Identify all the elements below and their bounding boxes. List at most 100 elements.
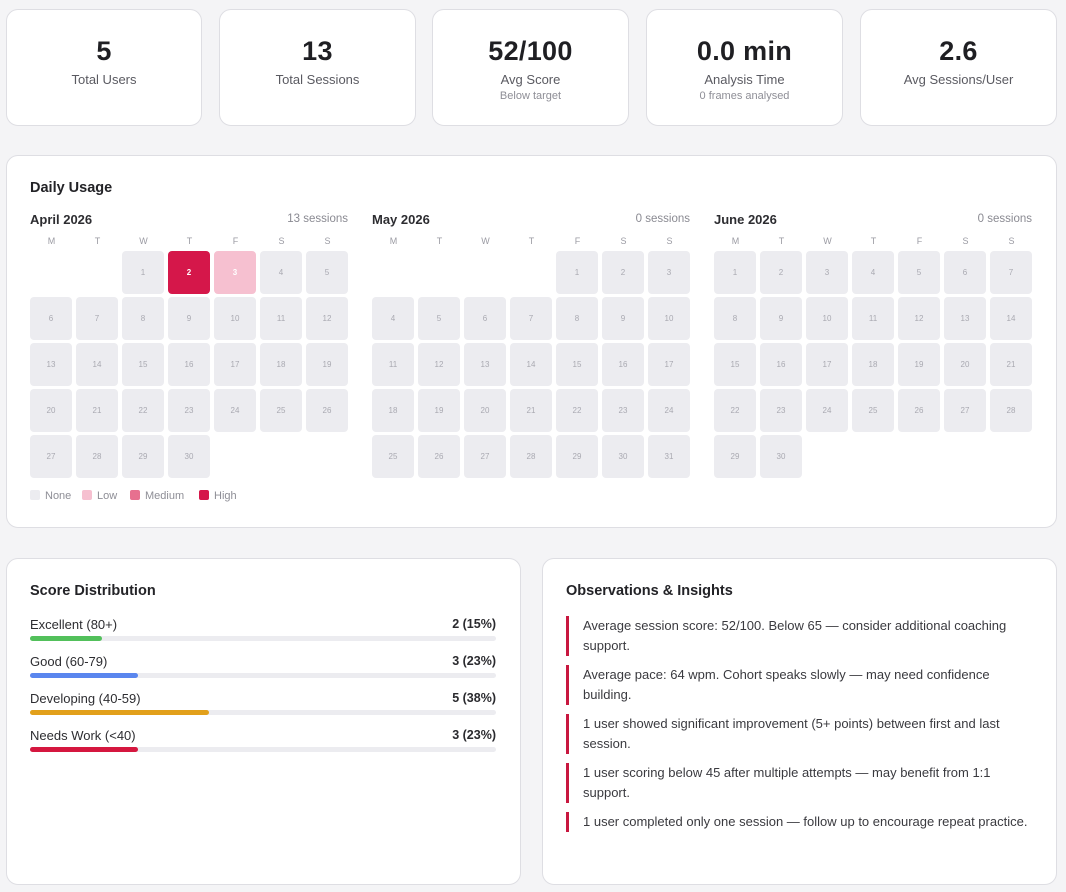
calendar-day[interactable]: 2 <box>602 251 644 294</box>
calendar-day[interactable]: 24 <box>806 389 848 432</box>
calendar-day[interactable]: 14 <box>990 297 1032 340</box>
calendar-day[interactable]: 7 <box>990 251 1032 294</box>
calendar-day[interactable]: 4 <box>852 251 894 294</box>
calendar-day[interactable]: 28 <box>990 389 1032 432</box>
calendar-day[interactable]: 23 <box>168 389 210 432</box>
calendar-day[interactable]: 7 <box>510 297 552 340</box>
calendar-day[interactable]: 9 <box>760 297 802 340</box>
legend-swatch <box>199 490 209 500</box>
calendar-day[interactable]: 6 <box>944 251 986 294</box>
calendar-day[interactable]: 29 <box>556 435 598 478</box>
calendar-day[interactable]: 22 <box>556 389 598 432</box>
calendar-day[interactable]: 3 <box>806 251 848 294</box>
calendar-day[interactable]: 6 <box>464 297 506 340</box>
calendar-day[interactable]: 9 <box>602 297 644 340</box>
calendar-day[interactable]: 1 <box>556 251 598 294</box>
calendar-day[interactable]: 16 <box>602 343 644 386</box>
calendar-day[interactable]: 21 <box>510 389 552 432</box>
calendar-day[interactable]: 18 <box>852 343 894 386</box>
calendar-day[interactable]: 28 <box>510 435 552 478</box>
weekday-label: S <box>666 236 673 246</box>
month-name: April 2026 <box>30 212 93 227</box>
calendar-day[interactable]: 2 <box>760 251 802 294</box>
calendar-day[interactable]: 16 <box>760 343 802 386</box>
calendar-day[interactable]: 13 <box>944 297 986 340</box>
calendar-day[interactable]: 27 <box>464 435 506 478</box>
calendar-day[interactable]: 3 <box>648 251 690 294</box>
calendar-day[interactable]: 19 <box>898 343 940 386</box>
calendar-day[interactable]: 22 <box>714 389 756 432</box>
calendar-day[interactable]: 23 <box>602 389 644 432</box>
calendar-day[interactable]: 2 <box>168 251 210 294</box>
calendar-day[interactable]: 19 <box>418 389 460 432</box>
calendar-day[interactable]: 8 <box>556 297 598 340</box>
calendar-day[interactable]: 12 <box>898 297 940 340</box>
calendar-day[interactable]: 12 <box>418 343 460 386</box>
calendar-day[interactable]: 20 <box>464 389 506 432</box>
calendar-day[interactable]: 13 <box>464 343 506 386</box>
calendar-day[interactable]: 17 <box>806 343 848 386</box>
calendar-day[interactable]: 18 <box>260 343 302 386</box>
calendar-day[interactable]: 15 <box>556 343 598 386</box>
calendar-day[interactable]: 4 <box>372 297 414 340</box>
calendar-day[interactable]: 26 <box>898 389 940 432</box>
calendar-day[interactable]: 22 <box>122 389 164 432</box>
calendar-day[interactable]: 29 <box>122 435 164 478</box>
weekday-label: F <box>916 236 923 246</box>
calendar-day[interactable]: 10 <box>648 297 690 340</box>
calendar-day[interactable]: 15 <box>714 343 756 386</box>
calendar-day[interactable]: 26 <box>306 389 348 432</box>
calendar-day[interactable]: 20 <box>944 343 986 386</box>
calendar-day[interactable]: 8 <box>714 297 756 340</box>
calendar-day[interactable]: 4 <box>260 251 302 294</box>
calendar-day[interactable]: 28 <box>76 435 118 478</box>
calendar-day[interactable]: 5 <box>306 251 348 294</box>
calendar-day[interactable]: 25 <box>852 389 894 432</box>
calendar-day[interactable]: 24 <box>214 389 256 432</box>
calendar-day[interactable]: 30 <box>602 435 644 478</box>
calendar-day[interactable]: 17 <box>214 343 256 386</box>
calendar-day[interactable]: 11 <box>372 343 414 386</box>
calendar-day[interactable]: 14 <box>76 343 118 386</box>
score-row-label: Good (60-79) <box>30 654 108 669</box>
calendar-day[interactable]: 20 <box>30 389 72 432</box>
calendar-day[interactable]: 24 <box>648 389 690 432</box>
calendar-day[interactable]: 3 <box>214 251 256 294</box>
score-bar-fill <box>30 710 210 715</box>
calendar-day[interactable]: 21 <box>76 389 118 432</box>
score-bar-track <box>30 636 496 641</box>
month-session-count: 13 sessions <box>287 213 348 225</box>
calendar-day[interactable]: 26 <box>418 435 460 478</box>
calendar-day[interactable]: 25 <box>260 389 302 432</box>
calendar-day[interactable]: 14 <box>510 343 552 386</box>
observation-item: 1 user completed only one session — foll… <box>566 812 1036 832</box>
calendar-day[interactable]: 27 <box>30 435 72 478</box>
calendar-day[interactable]: 5 <box>898 251 940 294</box>
calendar-day[interactable]: 10 <box>806 297 848 340</box>
calendar-day[interactable]: 19 <box>306 343 348 386</box>
calendar-day[interactable]: 30 <box>168 435 210 478</box>
calendar-day[interactable]: 16 <box>168 343 210 386</box>
calendar-day[interactable]: 29 <box>714 435 756 478</box>
calendar-day[interactable]: 11 <box>852 297 894 340</box>
calendar-day[interactable]: 27 <box>944 389 986 432</box>
calendar-day[interactable]: 1 <box>714 251 756 294</box>
calendar-day[interactable]: 18 <box>372 389 414 432</box>
calendar-day[interactable]: 15 <box>122 343 164 386</box>
calendar-day[interactable]: 6 <box>30 297 72 340</box>
calendar-day[interactable]: 13 <box>30 343 72 386</box>
calendar-day[interactable]: 7 <box>76 297 118 340</box>
calendar-day[interactable]: 9 <box>168 297 210 340</box>
calendar-day[interactable]: 23 <box>760 389 802 432</box>
calendar-day[interactable]: 11 <box>260 297 302 340</box>
calendar-day[interactable]: 25 <box>372 435 414 478</box>
calendar-day[interactable]: 31 <box>648 435 690 478</box>
calendar-day[interactable]: 5 <box>418 297 460 340</box>
calendar-day[interactable]: 8 <box>122 297 164 340</box>
calendar-day[interactable]: 1 <box>122 251 164 294</box>
calendar-day[interactable]: 12 <box>306 297 348 340</box>
calendar-day[interactable]: 17 <box>648 343 690 386</box>
calendar-day[interactable]: 21 <box>990 343 1032 386</box>
calendar-day[interactable]: 10 <box>214 297 256 340</box>
calendar-day[interactable]: 30 <box>760 435 802 478</box>
